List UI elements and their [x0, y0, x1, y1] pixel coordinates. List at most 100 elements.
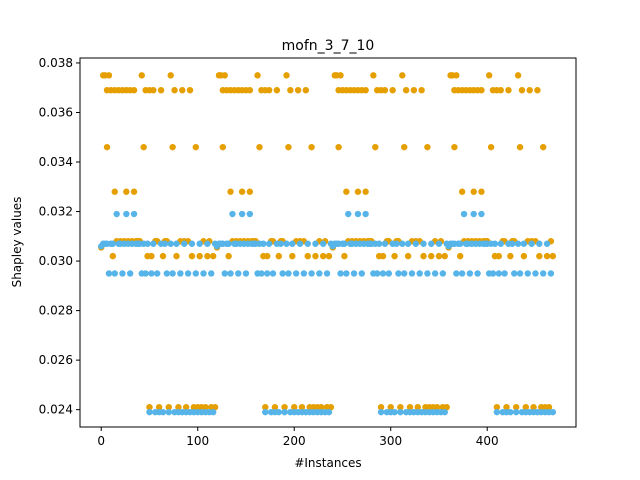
data-point	[478, 86, 485, 94]
data-point	[391, 408, 398, 416]
data-point	[196, 252, 203, 260]
data-point	[150, 240, 157, 247]
data-point	[175, 403, 182, 411]
data-point	[497, 86, 504, 94]
data-point	[397, 408, 404, 416]
data-point	[401, 143, 408, 151]
data-point	[227, 188, 234, 195]
data-point	[111, 270, 118, 277]
data-point	[381, 86, 389, 94]
data-point	[109, 240, 117, 247]
data-point	[181, 240, 188, 247]
data-point	[549, 252, 557, 260]
data-point	[497, 240, 504, 247]
data-point	[354, 210, 362, 218]
data-point	[374, 270, 381, 277]
data-point	[262, 403, 269, 411]
data-point	[192, 270, 199, 277]
data-point	[165, 403, 172, 411]
data-point	[416, 270, 423, 277]
data-point	[298, 403, 306, 411]
data-point	[350, 270, 358, 277]
data-point	[296, 240, 304, 247]
data-point	[341, 240, 348, 247]
data-point	[105, 72, 113, 79]
data-point	[202, 403, 209, 411]
data-point	[431, 270, 439, 277]
data-point	[287, 86, 294, 94]
data-point	[300, 270, 308, 277]
data-point	[458, 188, 466, 195]
data-point	[208, 270, 215, 277]
data-point	[325, 252, 333, 260]
data-point	[439, 270, 447, 277]
chart-title: mofn_3_7_10	[282, 38, 375, 54]
data-point	[420, 240, 427, 247]
data-point	[424, 270, 431, 277]
data-point	[308, 270, 315, 277]
data-point	[518, 86, 526, 94]
data-point	[260, 240, 267, 247]
data-point	[526, 86, 533, 94]
data-point	[539, 270, 547, 277]
data-point	[182, 403, 190, 411]
data-point	[545, 403, 553, 411]
data-point	[289, 240, 296, 247]
data-point	[184, 270, 192, 277]
data-point	[420, 252, 427, 260]
data-point	[285, 270, 292, 277]
data-point	[304, 252, 311, 260]
data-point	[123, 210, 130, 218]
data-point	[264, 252, 271, 260]
data-point	[204, 252, 211, 260]
data-point	[242, 270, 250, 277]
data-point	[227, 270, 234, 277]
data-point	[530, 403, 537, 411]
data-point	[511, 270, 518, 277]
data-point	[285, 143, 292, 151]
data-point	[265, 86, 273, 94]
data-point	[258, 270, 265, 277]
data-point	[528, 240, 535, 247]
data-point	[516, 143, 524, 151]
data-point	[283, 240, 290, 247]
data-point	[265, 240, 273, 247]
data-point	[225, 240, 232, 247]
data-point	[312, 240, 319, 247]
data-point	[171, 86, 178, 94]
data-point	[451, 143, 458, 151]
data-point	[221, 72, 228, 79]
y-axis-label: Shapley values	[10, 197, 24, 288]
data-point	[362, 210, 369, 218]
data-point	[337, 72, 344, 79]
data-point	[389, 86, 396, 94]
data-point	[277, 240, 284, 247]
data-point	[375, 240, 383, 247]
x-axis-label: #Instances	[294, 456, 361, 470]
data-point	[491, 240, 499, 247]
data-point	[177, 270, 184, 277]
data-point	[345, 210, 352, 218]
data-point	[302, 86, 310, 94]
data-point	[470, 188, 477, 195]
data-point	[343, 188, 350, 195]
data-point	[343, 270, 350, 277]
data-point	[323, 270, 331, 277]
data-point	[358, 270, 365, 277]
data-point	[150, 86, 157, 94]
data-point	[275, 252, 282, 260]
data-point	[534, 86, 541, 94]
data-point	[111, 188, 118, 195]
data-point	[229, 210, 236, 218]
data-point	[292, 270, 300, 277]
data-point	[225, 252, 232, 260]
data-point	[308, 143, 315, 151]
data-point	[512, 403, 520, 411]
data-point	[381, 240, 389, 247]
data-point	[441, 408, 448, 416]
data-point	[142, 270, 149, 277]
data-point	[304, 240, 311, 247]
data-point	[200, 270, 207, 277]
data-point	[536, 252, 543, 260]
data-point	[159, 252, 167, 260]
